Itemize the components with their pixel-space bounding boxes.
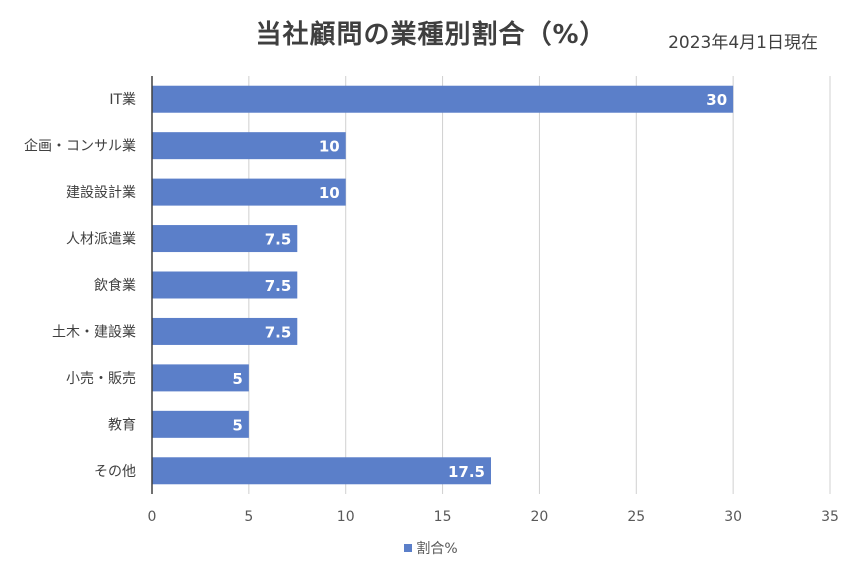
bar: [152, 271, 298, 299]
bar-value-label: 7.5: [265, 323, 292, 341]
bar: [152, 178, 346, 206]
bar-value-label: 17.5: [448, 463, 485, 481]
bar: [152, 317, 298, 345]
bar: [152, 457, 491, 485]
category-label: 飲食業: [94, 277, 136, 294]
bar-value-label: 7.5: [265, 277, 292, 295]
x-tick-label: 35: [821, 509, 839, 525]
x-tick-label: 25: [627, 509, 645, 525]
bar: [152, 85, 734, 113]
category-label: 土木・建設業: [52, 324, 136, 340]
bar: [152, 410, 249, 438]
category-label: 企画・コンサル業: [24, 138, 136, 155]
chart-date: 2023年4月1日現在: [668, 33, 818, 53]
bar-value-label: 5: [232, 370, 242, 388]
chart-title: 当社顧問の業種別割合（%）: [255, 20, 607, 50]
x-tick-label: 20: [531, 509, 549, 525]
category-label: IT業: [109, 92, 136, 108]
category-label: 小売・販売: [66, 371, 136, 387]
x-tick-label: 30: [724, 509, 742, 525]
legend-swatch: [404, 544, 413, 552]
bar: [152, 132, 346, 160]
bar-value-label: 30: [706, 91, 727, 109]
bar-value-label: 10: [319, 138, 340, 156]
legend: 割合%: [0, 538, 862, 558]
bars: 30 10 10 7.5 7.5 7.5 5 5 17.5: [152, 85, 734, 485]
category-label: 人材派遣業: [66, 232, 136, 248]
category-label: 建設設計業: [66, 185, 136, 201]
x-tick-labels: 0 5 10 15 20 25 30 35: [148, 509, 839, 525]
x-tick-label: 10: [337, 509, 355, 525]
bar-value-label: 5: [232, 416, 242, 434]
bar: [152, 364, 249, 392]
bar: [152, 225, 298, 253]
bar-value-label: 7.5: [265, 231, 292, 249]
x-tick-label: 5: [244, 509, 253, 525]
legend-label: 割合%: [416, 541, 458, 557]
category-label: その他: [94, 464, 136, 480]
category-label: 教育: [108, 417, 136, 433]
x-tick-label: 0: [148, 509, 157, 525]
x-tick-label: 15: [434, 509, 452, 525]
bar-value-label: 10: [319, 184, 340, 202]
